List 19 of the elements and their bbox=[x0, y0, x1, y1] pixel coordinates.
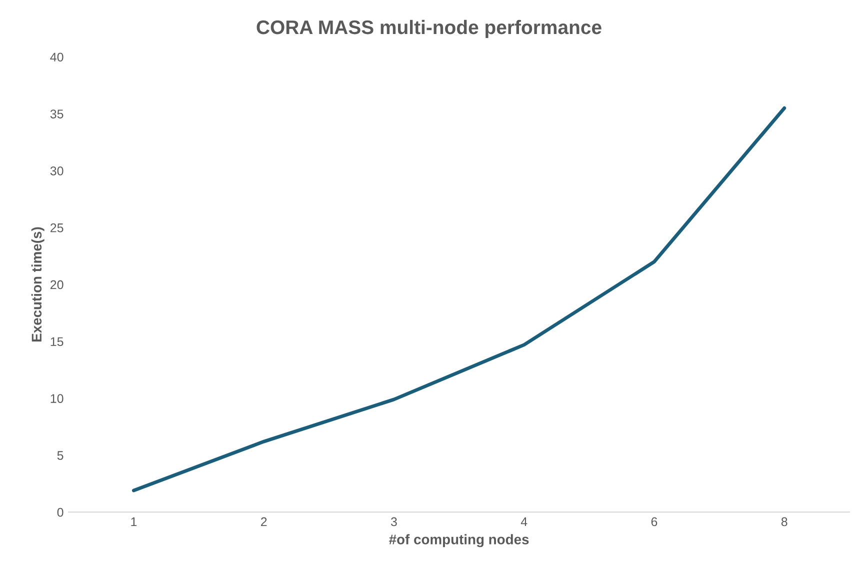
y-tick-label: 40 bbox=[50, 52, 64, 62]
x-tick-label: 1 bbox=[131, 517, 137, 526]
y-axis-title: Execution time(s) bbox=[31, 227, 44, 342]
y-tick-label: 10 bbox=[50, 394, 64, 403]
chart-title: CORA MASS multi-node performance bbox=[256, 20, 602, 38]
y-tick-label: 35 bbox=[50, 110, 64, 118]
y-tick-label: 5 bbox=[57, 451, 64, 460]
y-tick-label: 30 bbox=[50, 166, 64, 176]
y-tick-label: 15 bbox=[50, 337, 64, 346]
x-tick-label: 6 bbox=[651, 517, 658, 526]
x-tick-label: 3 bbox=[390, 517, 397, 526]
x-tick-label: 2 bbox=[260, 517, 267, 526]
y-tick-label: 25 bbox=[50, 223, 64, 232]
x-tick-label: 4 bbox=[520, 517, 528, 526]
y-tick-label: 0 bbox=[57, 508, 64, 517]
x-tick-label: 8 bbox=[781, 517, 788, 526]
x-axis-title: #of computing nodes bbox=[389, 534, 529, 548]
line-series bbox=[132, 106, 786, 492]
y-tick-label: 20 bbox=[50, 280, 64, 290]
